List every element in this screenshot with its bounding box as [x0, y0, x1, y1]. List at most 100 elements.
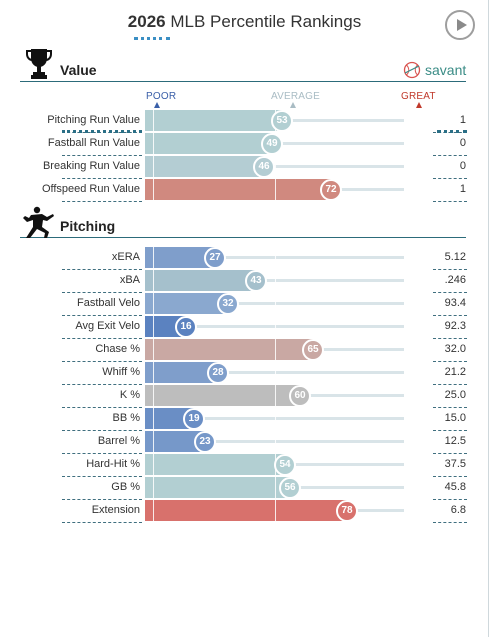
metric-row-gb: GB % 56 45.8: [0, 476, 489, 500]
metric-value: 45.8: [444, 481, 466, 493]
bar-tick: [153, 270, 154, 291]
percentile-bubble[interactable]: 32: [217, 292, 239, 315]
percentile-bar-track: 32: [145, 292, 404, 315]
bar-tick: [153, 133, 154, 154]
bar-tick: [275, 247, 276, 268]
row-divider: [62, 476, 142, 477]
row-highlight-left: [62, 130, 142, 133]
savant-label: savant: [425, 62, 467, 78]
metric-value: .246: [444, 274, 466, 286]
value-divider: [433, 201, 467, 202]
metric-label: Chase %: [95, 343, 140, 355]
metric-label: Fastball Run Value: [47, 137, 140, 149]
row-divider: [62, 522, 142, 523]
percentile-bar-track: 54: [145, 453, 404, 476]
trophy-icon: [26, 49, 52, 79]
percentile-bar-fill: [145, 339, 313, 360]
row-highlight-right: [437, 130, 467, 133]
percentile-bar-fill: [145, 293, 228, 314]
metric-value: 0: [459, 137, 466, 149]
track-background: [145, 302, 404, 305]
metric-label: Barrel %: [97, 435, 140, 447]
percentile-bar-fill: [145, 110, 282, 131]
metric-row-whiff: Whiff % 28 21.2: [0, 361, 489, 385]
row-divider: [62, 201, 142, 202]
bar-tick: [153, 431, 154, 452]
percentile-bubble[interactable]: 28: [207, 361, 229, 384]
play-icon[interactable]: [445, 10, 475, 40]
bar-tick: [153, 247, 154, 268]
metric-label: GB %: [111, 481, 140, 493]
bar-tick: [153, 477, 154, 498]
metric-value: 12.5: [444, 435, 466, 447]
bar-tick: [153, 293, 154, 314]
metric-label: Whiff %: [102, 366, 140, 378]
metric-value: 5.12: [444, 251, 466, 263]
value-divider: [433, 292, 467, 293]
percentile-bubble[interactable]: 16: [175, 315, 197, 338]
row-divider: [62, 499, 142, 500]
metric-row-chase: Chase % 65 32.0: [0, 338, 489, 362]
metric-value: 92.3: [444, 320, 466, 332]
pitcher-icon: [23, 206, 54, 238]
bar-tick: [275, 500, 276, 521]
metric-label: Avg Exit Velo: [75, 320, 140, 332]
percentile-bar-track: 72: [145, 178, 404, 201]
percentile-bar-fill: [145, 156, 264, 177]
metric-label: Breaking Run Value: [42, 160, 140, 172]
percentile-bar-fill: [145, 408, 194, 429]
percentile-bar-track: 65: [145, 338, 404, 361]
track-background: [145, 325, 404, 328]
value-divider: [433, 178, 467, 179]
percentile-bubble[interactable]: 19: [183, 407, 205, 430]
percentile-bubble[interactable]: 53: [271, 109, 293, 132]
value-divider: [433, 407, 467, 408]
percentile-bar-track: 27: [145, 246, 404, 269]
metric-row-xba: xBA 43 .246: [0, 269, 489, 293]
percentile-bubble[interactable]: 49: [261, 132, 283, 155]
metric-value: 37.5: [444, 458, 466, 470]
bar-tick: [153, 500, 154, 521]
metric-row-pitching-run-value: Pitching Run Value 53 1: [0, 109, 489, 133]
metric-row-k: K % 60 25.0: [0, 384, 489, 408]
percentile-bubble[interactable]: 60: [289, 384, 311, 407]
percentile-bubble[interactable]: 27: [204, 246, 226, 269]
value-divider: [433, 430, 467, 431]
section-header-pitching: [20, 237, 466, 238]
metric-row-barrel: Barrel % 23 12.5: [0, 430, 489, 454]
value-divider: [433, 522, 467, 523]
bar-tick: [275, 385, 276, 406]
percentile-bubble[interactable]: 23: [194, 430, 216, 453]
metric-row-avg-exit-velo: Avg Exit Velo 16 92.3: [0, 315, 489, 339]
percentile-bar-fill: [145, 385, 300, 406]
percentile-bubble[interactable]: 54: [274, 453, 296, 476]
percentile-bubble[interactable]: 56: [279, 476, 301, 499]
bar-tick: [153, 339, 154, 360]
value-divider: [433, 384, 467, 385]
track-background: [145, 440, 404, 443]
percentile-bubble[interactable]: 65: [302, 338, 324, 361]
value-divider: [433, 361, 467, 362]
savant-link[interactable]: savant: [403, 60, 466, 80]
bar-tick: [275, 179, 276, 200]
baseball-icon: [403, 61, 421, 79]
percentile-bubble[interactable]: 72: [320, 178, 342, 201]
metric-value: 1: [459, 183, 466, 195]
bar-tick: [153, 179, 154, 200]
percentile-bubble[interactable]: 43: [245, 269, 267, 292]
season-year: 2026: [127, 12, 166, 31]
bar-tick: [275, 293, 276, 314]
metric-label: Pitching Run Value: [47, 114, 140, 126]
percentile-bar-fill: [145, 431, 205, 452]
percentile-bar-fill: [145, 270, 256, 291]
percentile-bubble[interactable]: 78: [336, 499, 358, 522]
metric-label: Hard-Hit %: [86, 458, 140, 470]
percentile-bar-track: 23: [145, 430, 404, 453]
scale-average-label: AVERAGE: [271, 91, 321, 102]
metric-value: 15.0: [444, 412, 466, 424]
section-title-value: Value: [60, 62, 97, 78]
title-text: MLB Percentile Rankings: [170, 12, 362, 31]
percentile-bubble[interactable]: 46: [253, 155, 275, 178]
title-underline: [134, 37, 170, 40]
